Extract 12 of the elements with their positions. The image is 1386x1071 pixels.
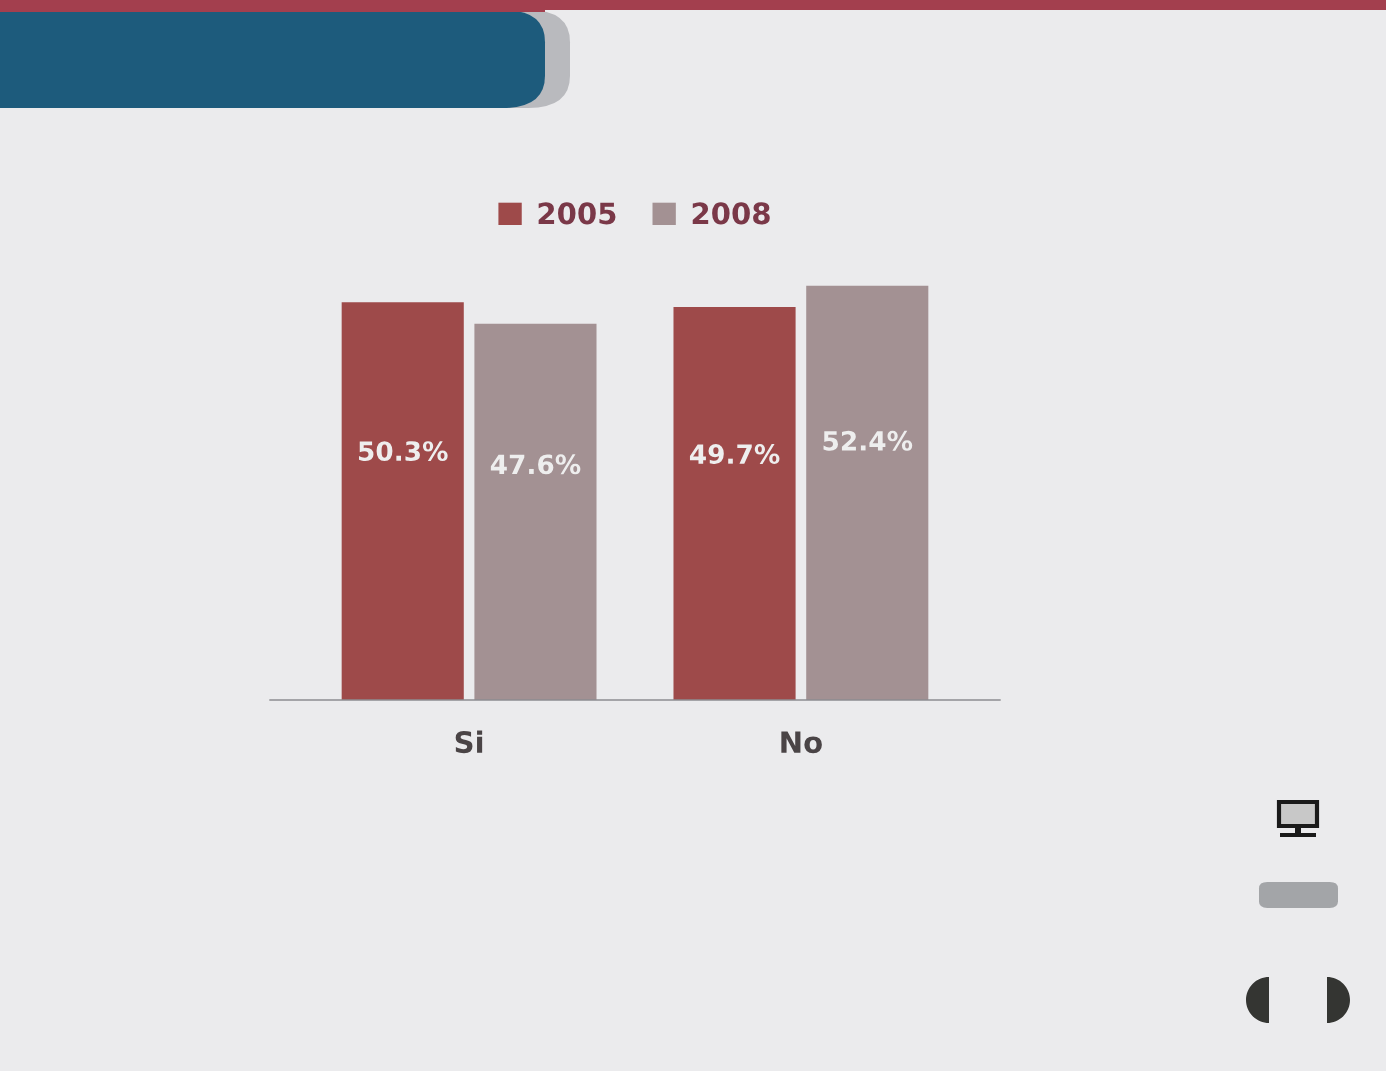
x-tick-label: No xyxy=(781,731,822,754)
data-label: 47.6% xyxy=(490,454,581,475)
x-tick-label: Si xyxy=(455,730,483,754)
bar xyxy=(474,323,597,700)
bar xyxy=(341,302,464,700)
legend-label: 2008 xyxy=(692,202,770,225)
data-label: 52.4% xyxy=(823,430,913,451)
legend-label: 2005 xyxy=(538,202,616,225)
data-label: 50.3% xyxy=(358,441,448,462)
data-label: 49.7% xyxy=(689,444,780,465)
bar xyxy=(806,285,929,700)
bar xyxy=(673,307,796,700)
